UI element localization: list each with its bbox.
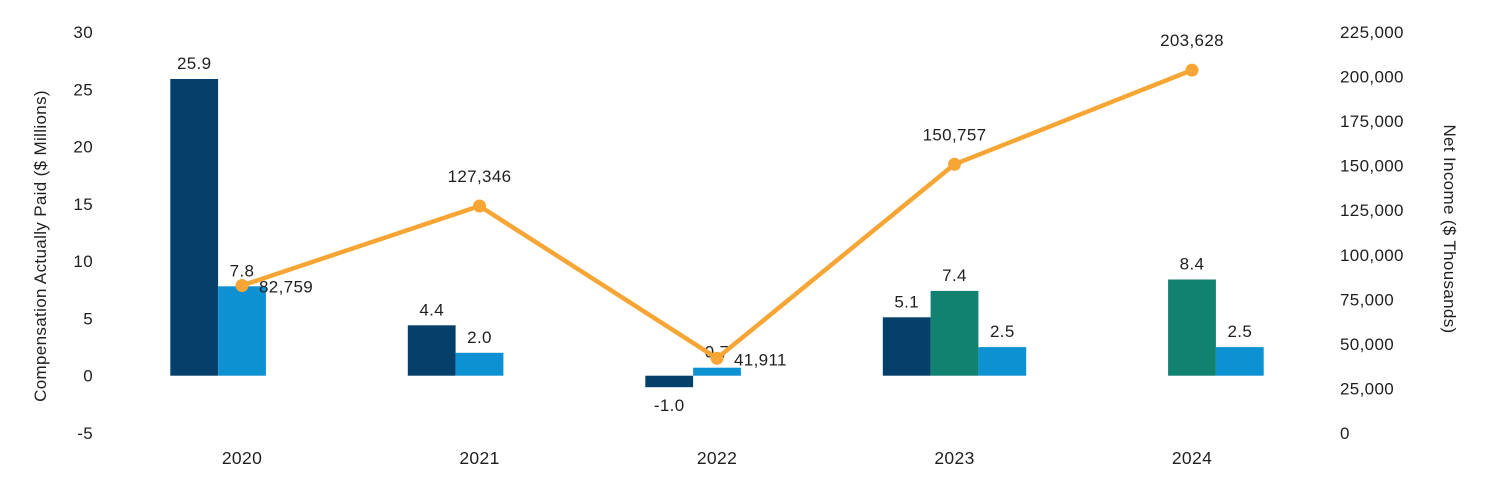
- bar-compensation-light-blue-2020: [218, 286, 266, 376]
- x-axis-label-2022: 2022: [697, 448, 737, 468]
- x-axis-label-2024: 2024: [1172, 448, 1212, 468]
- right-axis-tick: 100,000: [1340, 246, 1404, 265]
- left-axis-tick: 25: [73, 80, 93, 99]
- net-income-point-label: 127,346: [448, 167, 512, 186]
- bar-compensation-navy-2021: [407, 325, 456, 376]
- right-axis-tick: 75,000: [1340, 290, 1394, 309]
- left-axis-tick: 30: [73, 23, 93, 42]
- bar-value-label: 25.9: [177, 54, 211, 73]
- bar-compensation-light-blue-2022: [693, 367, 741, 376]
- left-axis-tick: 20: [73, 138, 93, 157]
- bar-value-label: 2.0: [467, 328, 492, 347]
- left-axis-tick: 15: [73, 195, 93, 214]
- bar-compensation-light-blue-2021: [455, 352, 504, 376]
- left-axis-title: Compensation Actually Paid ($ Millions): [31, 90, 50, 402]
- right-axis-tick: 25,000: [1340, 379, 1394, 398]
- x-axis-label-2020: 2020: [222, 448, 262, 468]
- net-income-line: [239, 67, 1195, 361]
- net-income-point-label: 82,759: [259, 278, 313, 297]
- bar-value-label: 7.4: [942, 266, 967, 285]
- net-income-point-label: 203,628: [1160, 31, 1224, 50]
- net-income-point-label: 41,911: [734, 350, 787, 369]
- bar-compensation-teal-2023: [930, 290, 979, 376]
- right-axis-tick: 150,000: [1340, 157, 1404, 176]
- left-axis-tick: 5: [83, 309, 93, 328]
- right-axis-tick: 125,000: [1340, 201, 1404, 220]
- right-axis-tick: 200,000: [1340, 68, 1404, 87]
- bar-compensation-navy-2023: [882, 317, 931, 376]
- right-axis-tick: 175,000: [1340, 112, 1404, 131]
- bar-value-label: -1.0: [654, 396, 685, 415]
- net-income-point-2021: [473, 199, 486, 213]
- bar-value-label: 8.4: [1180, 255, 1205, 274]
- right-axis-tick: 50,000: [1340, 335, 1394, 354]
- net-income-point-2020: [235, 279, 249, 292]
- left-axis-tick: -5: [77, 424, 93, 443]
- bar-value-label: 7.8: [230, 261, 255, 280]
- x-axis-label-2021: 2021: [459, 448, 499, 468]
- bar-compensation-light-blue-2024: [1215, 347, 1264, 376]
- right-axis-tick: 0: [1340, 424, 1350, 443]
- net-income-point-label: 150,757: [923, 125, 987, 144]
- right-axis-title: Net Income ($ Thousands): [1440, 124, 1459, 333]
- net-income-point-2023: [948, 157, 961, 171]
- bar-value-label: 5.1: [894, 292, 919, 311]
- bar-value-label: 2.5: [1227, 322, 1252, 341]
- bar-value-label: 4.4: [419, 300, 444, 319]
- bar-compensation-light-blue-2023: [978, 347, 1027, 376]
- net-income-point-2024: [1185, 63, 1199, 77]
- net-income-point-2022: [710, 351, 724, 365]
- bar-compensation-navy-2020: [170, 79, 219, 376]
- right-axis-tick: 225,000: [1340, 23, 1404, 42]
- left-axis-tick: 10: [73, 252, 93, 271]
- x-axis-label-2023: 2023: [934, 448, 974, 468]
- bar-value-label: 2.5: [990, 322, 1015, 341]
- left-axis-tick: 0: [83, 367, 93, 386]
- bar-compensation-navy-2022: [645, 375, 694, 388]
- bar-compensation-teal-2024: [1168, 279, 1216, 376]
